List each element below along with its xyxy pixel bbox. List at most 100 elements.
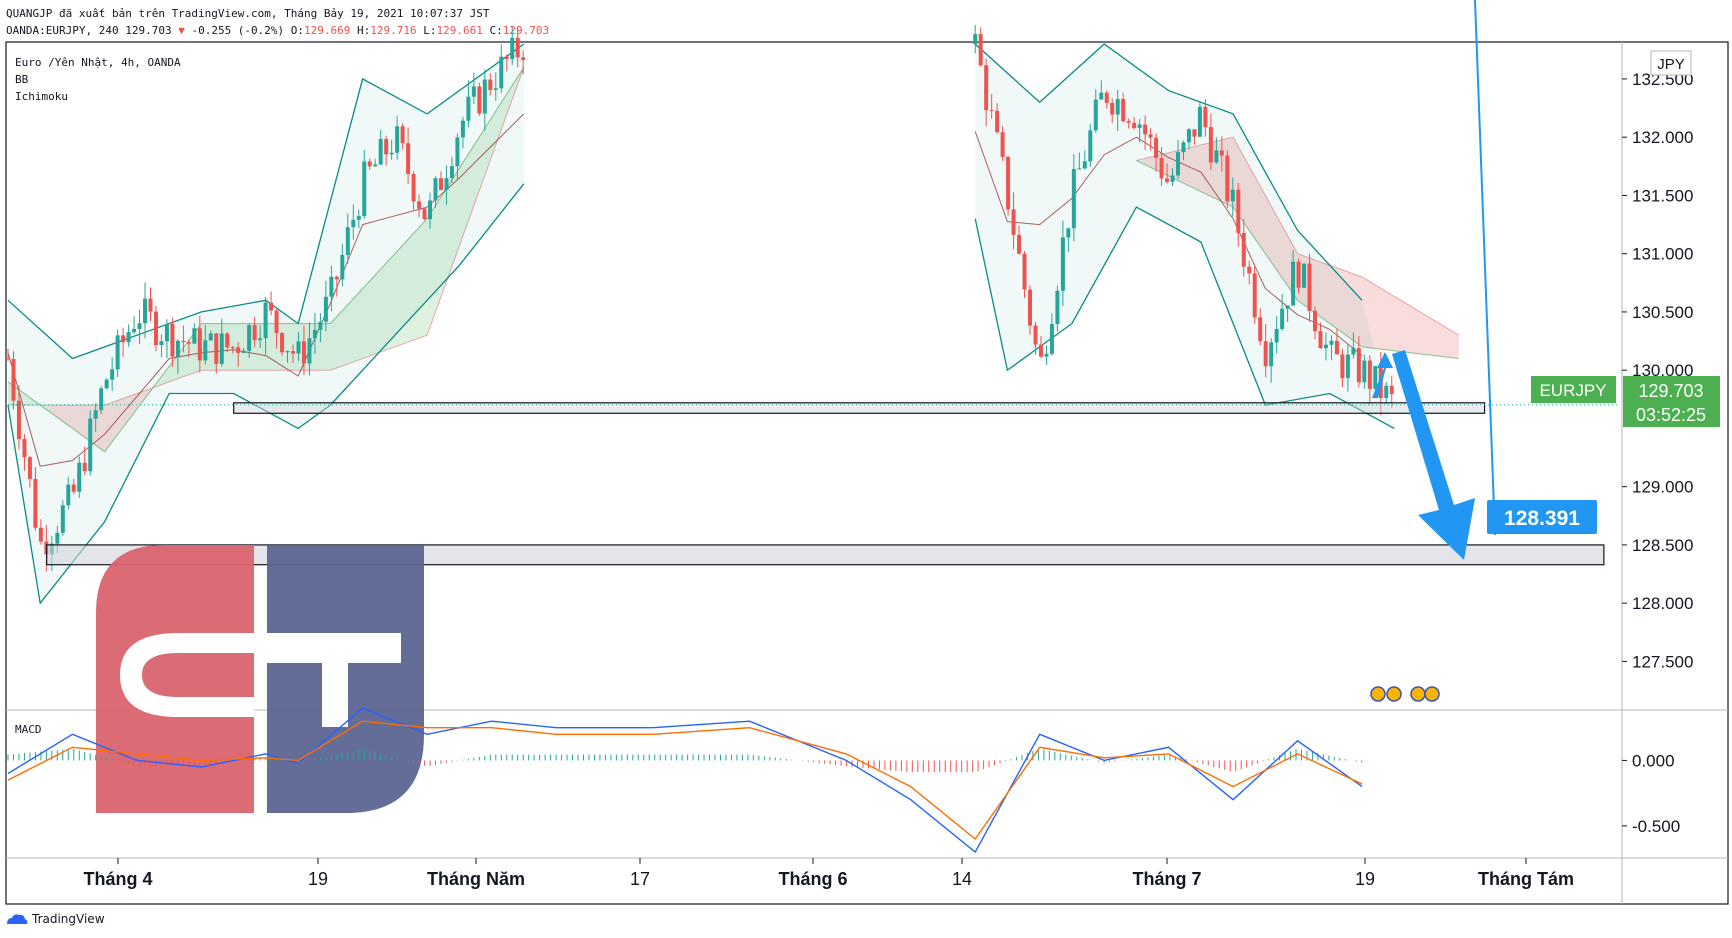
high-value: 129.716 [370,24,417,37]
candle [1104,92,1109,103]
kumo-segment [402,236,411,344]
candle [170,323,175,357]
candle [378,138,383,165]
kumo-segment [394,244,403,347]
candle [1165,178,1170,182]
candle [978,34,983,66]
candle [99,388,104,411]
kumo-segment [24,393,33,406]
price-tick-label: 131.500 [1632,186,1693,205]
candle [367,161,372,167]
price-axis[interactable]: 132.500132.000131.500131.000130.500130.0… [1622,70,1693,671]
price-candles [6,24,1394,572]
candle [148,298,153,312]
candle [230,347,235,349]
currency-badge-box[interactable] [1650,50,1692,76]
candle [444,178,449,190]
candle [252,325,257,341]
candle [1252,273,1257,318]
support-zone[interactable] [233,402,1486,414]
target-label: 128.391 [1504,507,1580,530]
candle [400,126,405,144]
indicator-bb-label[interactable]: BB [15,73,29,86]
indicator-main-label[interactable]: Euro /Yên Nhật, 4h, OANDA [15,56,181,69]
candle [351,219,356,228]
candle [55,532,60,544]
events-markers[interactable] [1370,686,1440,702]
event-icon[interactable] [1386,686,1402,702]
candle [1340,354,1345,379]
drop-arrow[interactable] [1392,350,1475,560]
price-tick-label: 128.000 [1632,594,1693,613]
macd-axis[interactable]: 0.000 -0.500 [1622,751,1680,836]
candle [1214,150,1219,163]
last-price-box[interactable] [1623,376,1720,427]
candle [334,276,339,280]
kumo-segment [435,193,444,313]
candle [208,333,213,341]
candle [493,88,498,90]
kumo-segment [483,117,492,179]
event-icon[interactable] [1410,686,1426,702]
candle [192,328,197,344]
time-tick-label: 17 [630,869,650,889]
tradingview-logo[interactable]: TradingView [6,912,105,926]
candle [1159,157,1164,179]
candle [1132,122,1137,129]
time-tick-label: Tháng 6 [778,869,847,889]
event-icon[interactable] [1370,686,1386,702]
candle [1181,142,1186,153]
price-tick-label: 128.500 [1632,536,1693,555]
candle [1055,290,1060,325]
target-zone[interactable] [46,544,1605,566]
kumo-segment [1386,291,1395,351]
indicator-macd-label[interactable]: MACD [15,723,42,736]
candle [1170,175,1175,182]
candle [329,276,334,297]
candle [66,484,71,506]
change-down-icon: ▼ [178,24,185,37]
macd-tick-label: 0.000 [1632,751,1675,770]
span-a-line [1136,160,1459,359]
candle [515,37,520,58]
candle [1203,106,1208,128]
indicator-ichimoku-label[interactable]: Ichimoku [15,90,68,103]
candle [1192,129,1197,137]
candle [110,369,115,380]
candle [203,340,208,361]
time-axis[interactable]: Tháng 4 19 Tháng Năm 17 Tháng 6 14 Tháng 7 19 Th… [83,858,1574,889]
candle [1038,344,1043,357]
price-tick-label: 129.000 [1632,478,1693,497]
close-value: 129.703 [502,24,550,37]
target-leader [1474,0,1496,536]
candle [1121,99,1126,122]
candle [11,358,16,401]
kumo-segment [1337,268,1346,336]
event-icon[interactable] [1424,686,1440,702]
kumo-segment [1329,265,1338,330]
target-label-box[interactable] [1487,500,1597,534]
kumo-segment [104,402,113,452]
candle [318,321,323,330]
bounce-arrow[interactable] [1372,352,1393,398]
candle [1028,289,1033,326]
candle [1329,340,1334,345]
kumo-segment [1321,262,1330,324]
candle [159,341,164,346]
candle [143,298,148,324]
candle [82,462,87,472]
symbol-tag-box[interactable] [1531,376,1616,403]
candle [521,57,526,61]
candle [488,79,493,90]
candle [307,338,312,364]
candle [504,56,509,60]
kumo-segment [136,390,146,410]
candle [16,400,21,440]
ohlc-line: OANDA:EURJPY, 240 129.703 ▼ -0.255 (-0.2… [6,24,549,37]
candle [406,143,411,175]
candle [1334,340,1339,355]
candle [1154,137,1159,158]
candle [88,418,93,472]
candle [132,328,137,333]
